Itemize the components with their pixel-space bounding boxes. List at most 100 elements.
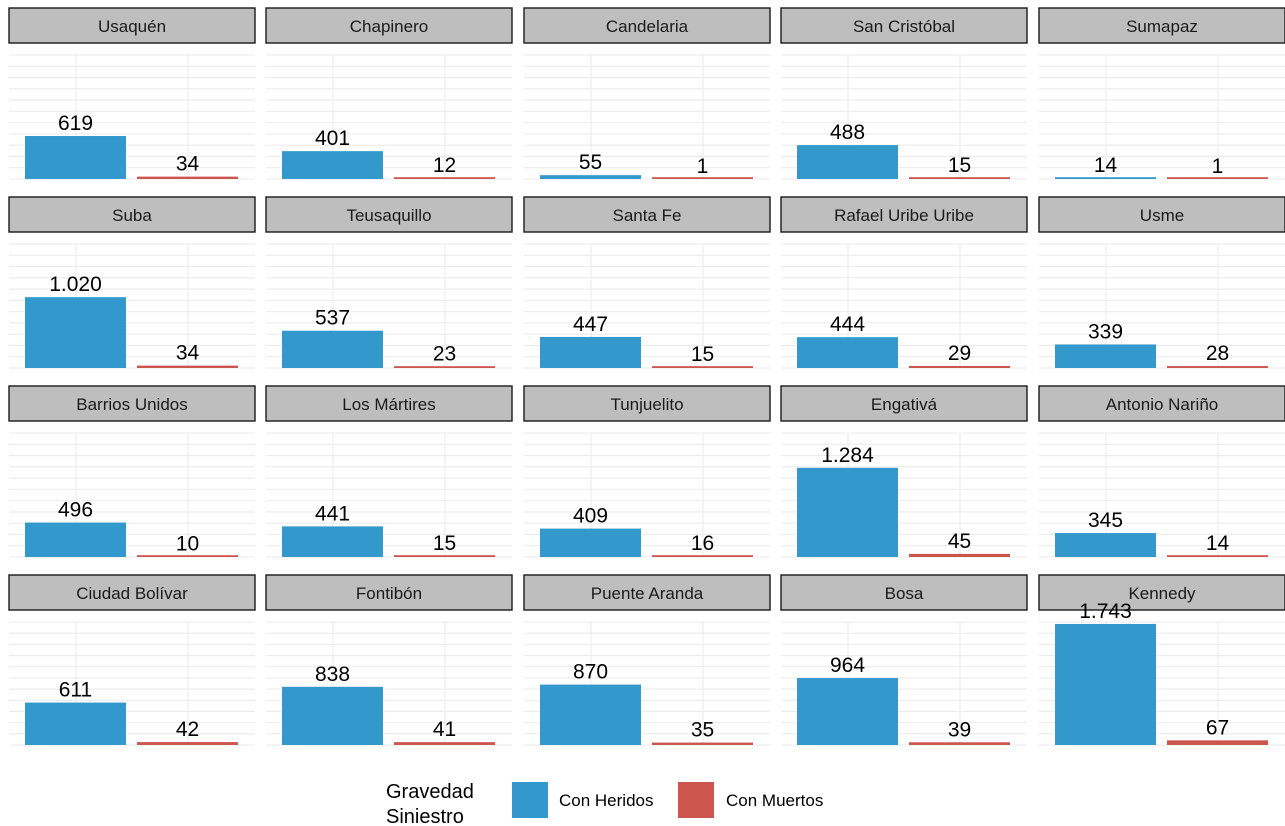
bar-con-heridos bbox=[282, 330, 383, 368]
legend: Gravedad Siniestro Con Heridos Con Muert… bbox=[386, 781, 823, 826]
bar-con-muertos bbox=[909, 365, 1010, 368]
facet-strip bbox=[523, 196, 771, 233]
data-label: 1.284 bbox=[821, 444, 874, 467]
facet-strip bbox=[265, 385, 513, 422]
bar-con-heridos bbox=[797, 467, 898, 557]
facet-panel-fontibon: Fontibón 838 41 bbox=[265, 574, 513, 746]
data-label: 441 bbox=[315, 502, 350, 525]
bar-con-heridos bbox=[797, 337, 898, 368]
bar-con-muertos bbox=[1167, 177, 1268, 179]
facet-strip bbox=[8, 385, 256, 422]
bar-con-muertos bbox=[137, 365, 238, 368]
facet-panel-ciudad-bolivar: Ciudad Bolívar 611 42 bbox=[8, 574, 256, 746]
bar-con-heridos bbox=[282, 151, 383, 179]
facet-strip bbox=[8, 7, 256, 44]
facet-strip bbox=[1038, 7, 1285, 44]
bar-con-muertos bbox=[1167, 740, 1268, 745]
bar-con-heridos bbox=[25, 522, 126, 557]
data-label: 611 bbox=[59, 679, 92, 702]
bar-con-muertos bbox=[909, 177, 1010, 179]
bar-con-heridos bbox=[1055, 344, 1156, 368]
data-label: 45 bbox=[948, 530, 971, 553]
facet-panel-usme: Usme 339 28 bbox=[1038, 196, 1285, 369]
data-label: 345 bbox=[1088, 509, 1123, 532]
data-label: 401 bbox=[315, 127, 350, 150]
data-label: 42 bbox=[176, 718, 199, 741]
facet-strip-label: Sumapaz bbox=[1126, 17, 1198, 36]
bar-con-muertos bbox=[394, 366, 495, 368]
data-label: 10 bbox=[176, 532, 199, 555]
bar-con-heridos bbox=[797, 145, 898, 179]
facet-strip bbox=[8, 574, 256, 611]
facet-strip bbox=[1038, 574, 1285, 611]
data-label: 39 bbox=[948, 718, 971, 741]
bar-con-heridos bbox=[1055, 177, 1156, 179]
facet-strip bbox=[8, 196, 256, 233]
facet-strip-label: Puente Aranda bbox=[591, 584, 704, 603]
data-label: 34 bbox=[176, 342, 200, 365]
bar-con-muertos bbox=[137, 742, 238, 745]
facet-strip bbox=[265, 574, 513, 611]
bar-con-heridos bbox=[25, 297, 126, 368]
facet-panel-bosa: Bosa 964 39 bbox=[780, 574, 1028, 746]
facet-strip bbox=[780, 7, 1028, 44]
facet-panel-barrios-unidos: Barrios Unidos 496 10 bbox=[8, 385, 256, 558]
bar-con-muertos bbox=[394, 555, 495, 557]
facet-strip-label: Bosa bbox=[885, 584, 924, 603]
facet-panel-san-cristobal: San Cristóbal 488 15 bbox=[780, 7, 1028, 180]
facet-strip-label: Ciudad Bolívar bbox=[76, 584, 188, 603]
facet-panel-candelaria: Candelaria 55 1 bbox=[523, 7, 771, 180]
legend-label-con-heridos: Con Heridos bbox=[559, 791, 654, 810]
facet-strip-label: Rafael Uribe Uribe bbox=[834, 206, 974, 225]
data-label: 488 bbox=[830, 121, 865, 144]
data-label: 34 bbox=[176, 153, 200, 176]
bar-con-muertos bbox=[1167, 366, 1268, 368]
facet-panel-rafael-uribe-uribe: Rafael Uribe Uribe 444 29 bbox=[780, 196, 1028, 369]
facet-panel-chapinero: Chapinero 401 12 bbox=[265, 7, 513, 180]
legend-title-line1: Gravedad bbox=[386, 781, 474, 803]
facet-panel-teusaquillo: Teusaquillo 537 23 bbox=[265, 196, 513, 369]
data-label: 15 bbox=[433, 532, 456, 555]
data-label: 409 bbox=[573, 505, 608, 528]
data-label: 1 bbox=[1212, 155, 1224, 178]
facet-panel-los-martires: Los Mártires 441 15 bbox=[265, 385, 513, 558]
bar-con-heridos bbox=[1055, 533, 1156, 557]
facet-strip bbox=[265, 196, 513, 233]
facet-panel-engativa: Engativá 1.284 45 bbox=[780, 385, 1028, 558]
facet-strip-label: Usme bbox=[1140, 206, 1184, 225]
bar-con-heridos bbox=[282, 526, 383, 557]
data-label: 964 bbox=[830, 654, 865, 677]
legend-key-con-muertos bbox=[678, 782, 714, 818]
bar-con-heridos bbox=[540, 336, 641, 368]
bar-con-muertos bbox=[652, 742, 753, 745]
facet-panel-puente-aranda: Puente Aranda 870 35 bbox=[523, 574, 771, 746]
bar-con-muertos bbox=[652, 555, 753, 557]
facet-strip bbox=[780, 385, 1028, 422]
facet-strip-label: Suba bbox=[112, 206, 152, 225]
facet-strip-label: Candelaria bbox=[606, 17, 689, 36]
facet-strip-label: Antonio Nariño bbox=[1106, 395, 1218, 414]
data-label: 28 bbox=[1206, 342, 1229, 365]
data-label: 838 bbox=[315, 663, 350, 686]
data-label: 1.743 bbox=[1079, 600, 1132, 623]
data-label: 14 bbox=[1094, 154, 1118, 177]
facet-strip bbox=[780, 574, 1028, 611]
bar-con-muertos bbox=[652, 177, 753, 179]
facet-strip-label: Engativá bbox=[871, 395, 938, 414]
data-label: 29 bbox=[948, 342, 971, 365]
bar-con-heridos bbox=[25, 702, 126, 745]
bar-con-heridos bbox=[797, 678, 898, 745]
bar-con-heridos bbox=[540, 684, 641, 745]
facet-strip bbox=[523, 385, 771, 422]
facet-panel-usaquen: Usaquén 619 34 bbox=[8, 7, 256, 180]
legend-key-con-heridos bbox=[512, 782, 548, 818]
bar-con-heridos bbox=[25, 136, 126, 179]
data-label: 537 bbox=[315, 307, 350, 330]
facet-strip-label: Usaquén bbox=[98, 17, 166, 36]
facet-strip bbox=[1038, 385, 1285, 422]
data-label: 67 bbox=[1206, 716, 1229, 739]
facet-strip bbox=[780, 196, 1028, 233]
facet-panel-tunjuelito: Tunjuelito 409 16 bbox=[523, 385, 771, 558]
facet-strip-label: Tunjuelito bbox=[610, 395, 683, 414]
